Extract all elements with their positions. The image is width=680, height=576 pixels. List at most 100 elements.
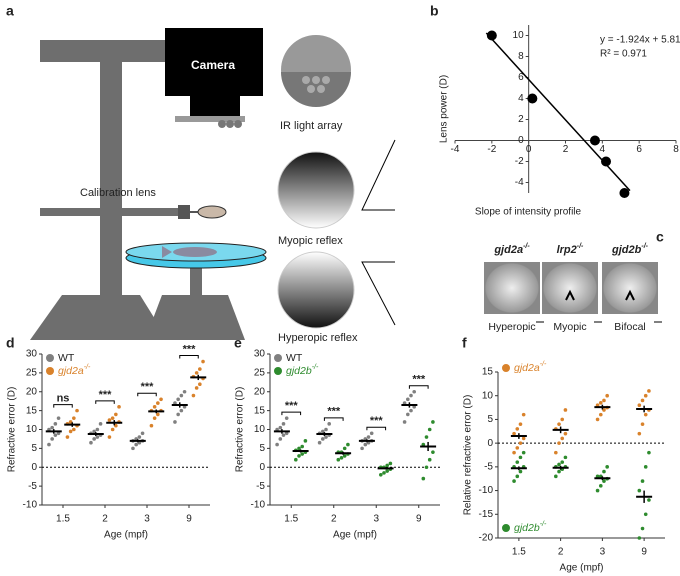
data-point <box>300 452 305 456</box>
x-tick-label: 1.5 <box>512 547 526 558</box>
data-point <box>521 412 526 417</box>
lens-label: Calibration lens <box>80 187 156 199</box>
legend-name: WT <box>286 352 303 364</box>
panel-letter: c <box>656 229 664 245</box>
data-point <box>152 405 157 409</box>
genotype-label: lrp2-/- <box>557 243 584 256</box>
data-point <box>643 393 648 398</box>
data-point <box>640 479 645 483</box>
y-tick-label: 0 <box>31 462 37 473</box>
genotype-label: gjd2b-/- <box>611 243 649 256</box>
data-point <box>47 442 51 447</box>
annotation: y = -1.924x + 5.81 <box>600 35 680 46</box>
data-point <box>284 416 289 420</box>
data-point <box>431 450 435 454</box>
data-point <box>421 476 426 481</box>
data-point <box>65 435 70 439</box>
data-point <box>598 401 603 405</box>
data-point <box>512 479 516 483</box>
y-tick-label: 2 <box>518 114 524 125</box>
lens-holder <box>178 205 190 219</box>
data-point <box>647 389 651 393</box>
data-point <box>294 457 298 462</box>
data-point <box>602 398 606 403</box>
significance-bracket <box>53 404 73 408</box>
data-point <box>363 442 368 447</box>
data-point <box>72 427 76 432</box>
x-tick-label: 3 <box>144 514 150 525</box>
significance-bracket <box>323 417 344 421</box>
y-tick-label: -10 <box>251 500 266 511</box>
fish-tail <box>162 246 172 258</box>
data-point <box>281 422 286 426</box>
hyperopic-label: Hyperopic reflex <box>278 332 358 344</box>
point <box>619 188 630 198</box>
data-point <box>176 412 180 417</box>
y-tick-label: 10 <box>254 424 266 435</box>
stage-pole <box>190 262 202 297</box>
y-tick-label: 25 <box>254 368 266 379</box>
legend-name: gjd2a <box>514 362 540 374</box>
data-point <box>107 418 112 422</box>
data-point <box>409 393 413 398</box>
superscript: -/- <box>84 364 91 371</box>
significance-bracket <box>366 426 387 431</box>
significance-label: ns <box>57 393 70 405</box>
data-point <box>521 436 526 441</box>
data-point <box>107 435 112 439</box>
data-point <box>68 429 73 434</box>
data-point <box>360 446 364 451</box>
data-point <box>339 456 344 460</box>
data-point <box>369 431 374 436</box>
data-point <box>95 427 100 432</box>
y-tick-label: -5 <box>28 481 37 492</box>
y-tick-label: 0 <box>518 135 524 146</box>
eye <box>603 263 657 313</box>
data-point <box>643 465 648 469</box>
data-point <box>179 393 184 398</box>
data-point <box>515 460 520 464</box>
calibration-lens <box>197 205 227 219</box>
data-point <box>173 420 177 424</box>
legend-label: gjd2b-/- <box>286 364 319 377</box>
x-tick-label: 2 <box>558 547 564 558</box>
ir-label: IR light array <box>280 120 343 132</box>
x-tick-label: 6 <box>636 144 642 155</box>
data-point <box>53 422 58 426</box>
point <box>527 93 538 104</box>
data-point <box>402 420 407 424</box>
arrowhead <box>625 289 635 301</box>
data-point <box>431 420 435 424</box>
significance-label: *** <box>183 343 197 355</box>
data-point <box>560 417 565 422</box>
data-point <box>518 441 523 445</box>
x-tick-label: 2 <box>102 514 108 525</box>
data-point <box>117 405 121 409</box>
gene: gjd2b <box>611 244 642 256</box>
ir-bar <box>175 116 245 122</box>
data-point <box>406 412 410 417</box>
significance-bracket <box>179 355 199 359</box>
y-tick-label: 20 <box>26 386 38 397</box>
x-tick-label: 1.5 <box>284 514 298 525</box>
ir-led <box>218 120 226 128</box>
data-point <box>327 422 332 426</box>
data-point <box>557 469 561 474</box>
superscript: -/- <box>523 243 530 250</box>
significance-label: *** <box>370 415 384 427</box>
x-tick-label: -2 <box>487 144 496 155</box>
stage-base <box>145 295 245 340</box>
data-point <box>89 440 93 445</box>
ir-dot <box>307 85 315 93</box>
data-point <box>406 397 410 402</box>
data-point <box>50 425 54 430</box>
data-point <box>179 408 184 413</box>
ir-led <box>234 120 242 128</box>
significance-bracket <box>137 392 157 397</box>
data-point <box>557 462 561 467</box>
x-axis-label: Age (mpf) <box>104 530 148 541</box>
myopic-wedge <box>361 139 396 211</box>
data-point <box>385 469 390 473</box>
data-point <box>366 435 371 439</box>
